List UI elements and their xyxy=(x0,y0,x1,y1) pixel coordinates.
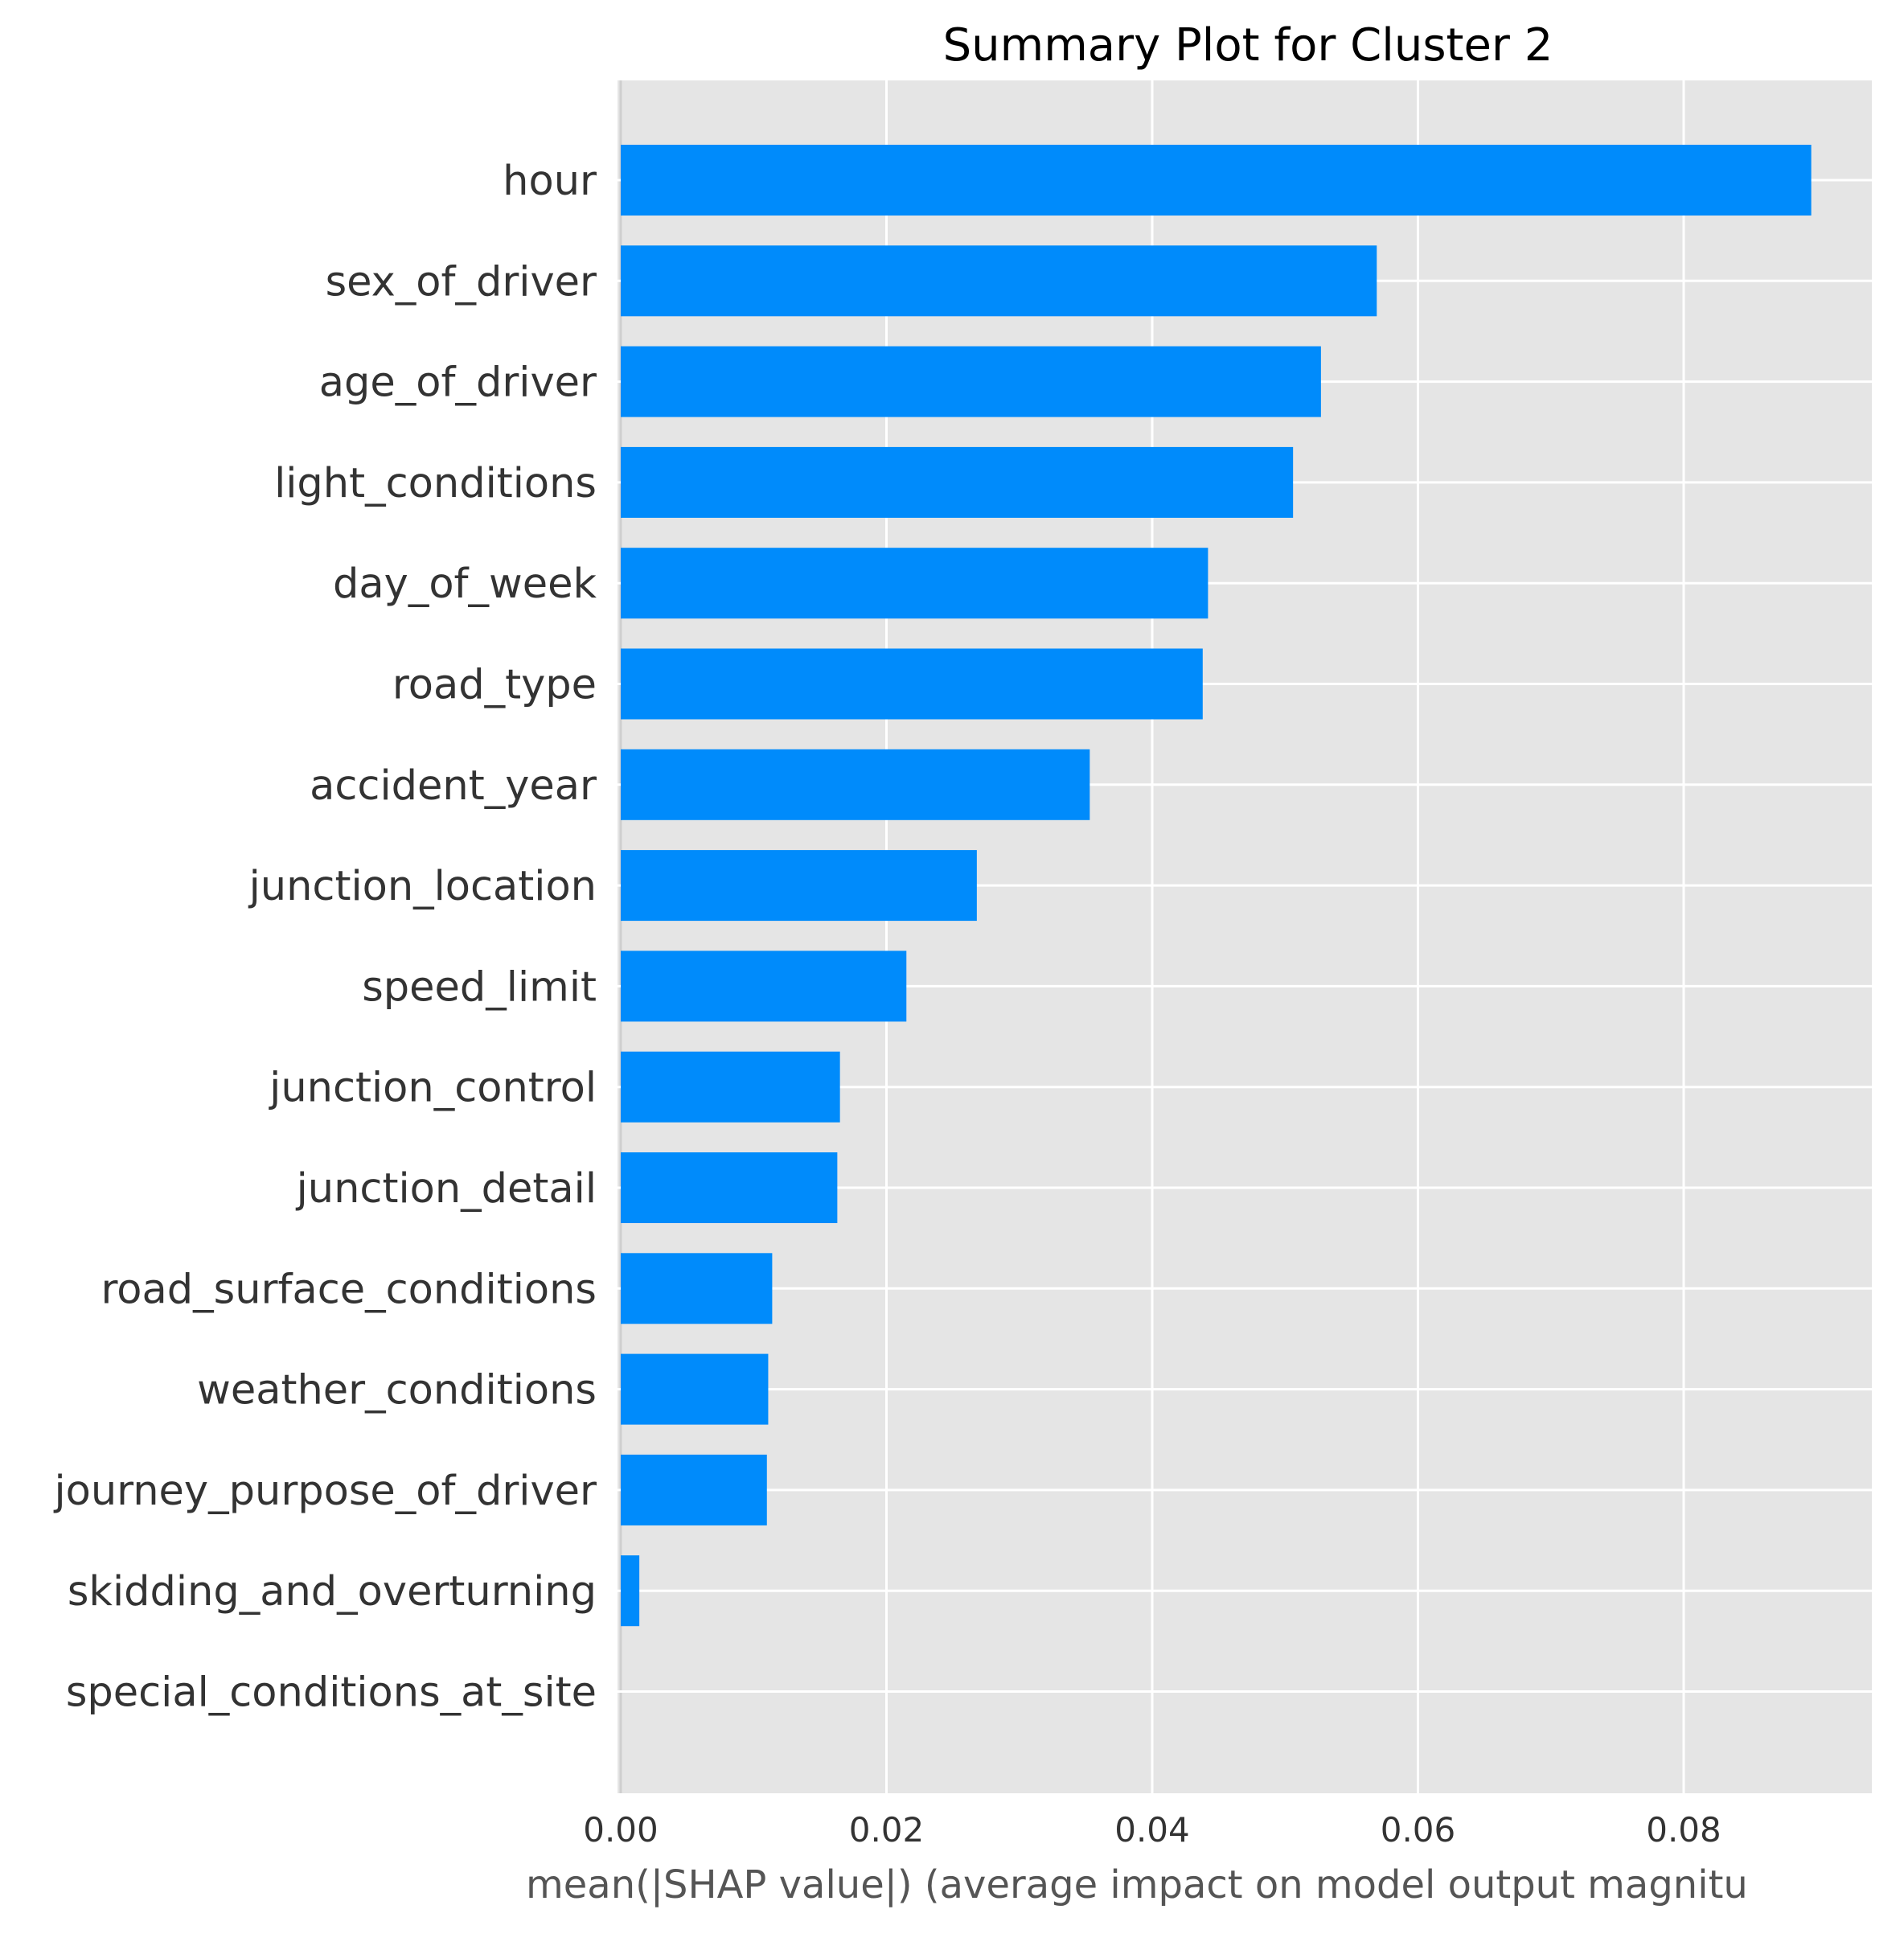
x-tick-label: 0.08 xyxy=(1646,1810,1721,1850)
x-tick-labels: 0.00 0.02 0.04 0.06 0.08 xyxy=(583,1810,1721,1850)
bar-skidding_and_overturning xyxy=(621,1555,640,1627)
y-tick-label-light_conditions: light_conditions xyxy=(274,460,597,507)
y-tick-label-skidding_and_overturning: skidding_and_overturning xyxy=(68,1568,597,1616)
bar-day_of_week xyxy=(621,548,1208,619)
y-tick-label-speed_limit: speed_limit xyxy=(362,963,597,1011)
y-tick-label-special_conditions_at_site: special_conditions_at_site xyxy=(66,1669,597,1717)
y-tick-label-road_surface_conditions: road_surface_conditions xyxy=(101,1266,597,1313)
bar-weather_conditions xyxy=(621,1353,769,1425)
y-tick-label-junction_detail: junction_detail xyxy=(296,1165,597,1213)
y-tick-labels: hour sex_of_driver age_of_driver light_cond… xyxy=(53,158,597,1717)
x-tick-label: 0.04 xyxy=(1114,1810,1190,1850)
bar-junction_location xyxy=(621,850,977,922)
bar-speed_limit xyxy=(621,951,907,1022)
y-tick-label-day_of_week: day_of_week xyxy=(333,560,597,608)
bar-sex_of_driver xyxy=(621,245,1377,317)
bar-hour xyxy=(621,145,1812,216)
y-tick-label-age_of_driver: age_of_driver xyxy=(319,359,597,407)
y-tick-label-journey_purpose_of_driver: journey_purpose_of_driver xyxy=(53,1468,597,1515)
x-axis-label: mean(|SHAP value|) (average impact on mo… xyxy=(526,1862,1748,1907)
bars xyxy=(621,145,1812,1627)
bar-light_conditions xyxy=(621,446,1294,518)
x-tick-label: 0.02 xyxy=(849,1810,925,1850)
y-tick-label-hour: hour xyxy=(503,158,597,205)
bar-junction_control xyxy=(621,1051,840,1123)
bar-accident_year xyxy=(621,749,1090,820)
chart-title: Summary Plot for Cluster 2 xyxy=(943,19,1553,72)
x-tick-label: 0.00 xyxy=(583,1810,659,1850)
bar-age_of_driver xyxy=(621,346,1321,417)
y-tick-label-junction_control: junction_control xyxy=(269,1065,597,1112)
bar-journey_purpose_of_driver xyxy=(621,1454,767,1525)
bar-junction_detail xyxy=(621,1152,838,1223)
y-tick-label-junction_location: junction_location xyxy=(248,863,597,910)
bar-road_surface_conditions xyxy=(621,1253,773,1324)
y-tick-label-accident_year: accident_year xyxy=(310,762,597,810)
x-tick-label: 0.06 xyxy=(1381,1810,1456,1850)
y-tick-label-road_type: road_type xyxy=(392,662,597,709)
y-tick-label-weather_conditions: weather_conditions xyxy=(197,1367,597,1414)
y-tick-label-sex_of_driver: sex_of_driver xyxy=(326,258,597,306)
bar-road_type xyxy=(621,648,1203,720)
